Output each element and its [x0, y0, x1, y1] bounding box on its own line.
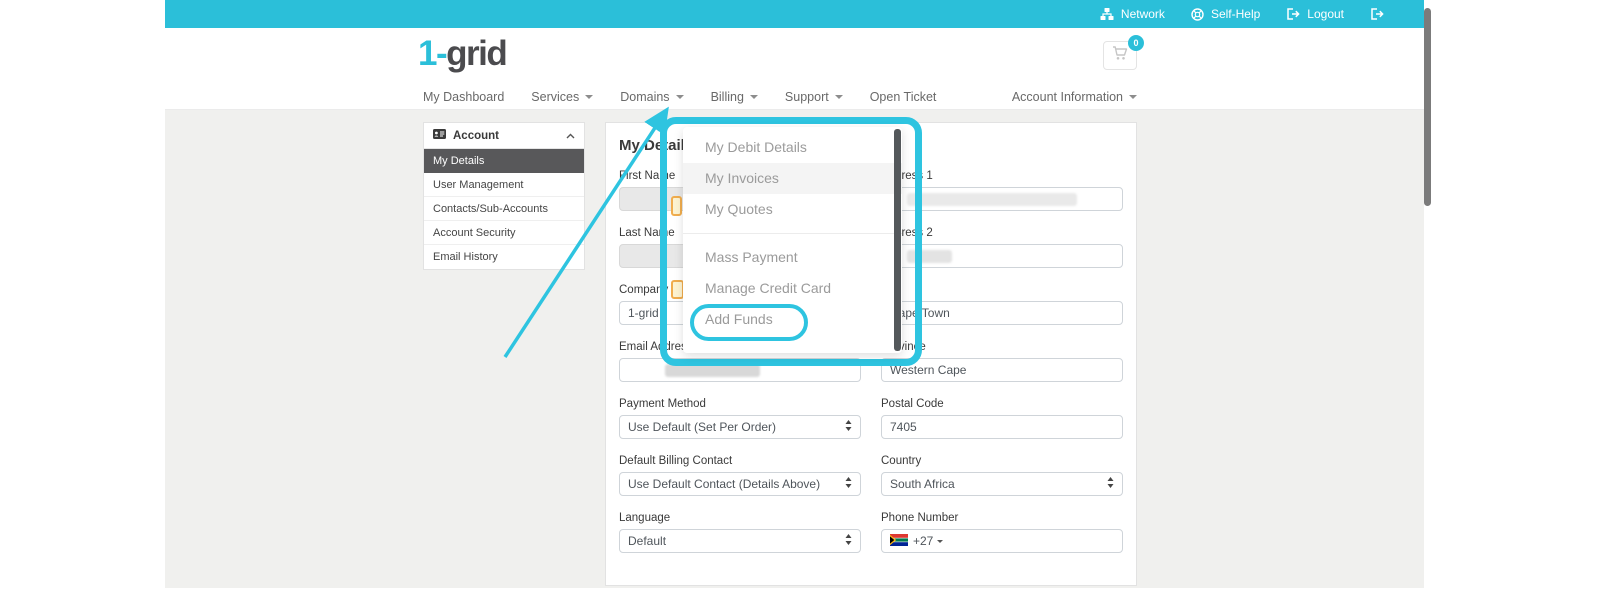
- cart-icon: [1112, 45, 1129, 66]
- country-label: Country: [881, 455, 922, 467]
- logout-icon-button[interactable]: [1370, 8, 1384, 20]
- account-sidebar: Account My Details User Management Conta…: [423, 122, 585, 270]
- nav-account-information[interactable]: Account Information: [1012, 90, 1137, 104]
- network-link[interactable]: Network: [1100, 7, 1165, 21]
- language-label: Language: [619, 512, 671, 524]
- menu-divider: [683, 233, 902, 234]
- life-ring-icon: [1191, 7, 1204, 21]
- network-label: Network: [1120, 7, 1165, 21]
- default-billing-contact-label: Default Billing Contact: [619, 455, 733, 467]
- cart-count-badge: 0: [1128, 35, 1144, 51]
- annotation-arrow: [503, 106, 669, 358]
- nav-open-ticket[interactable]: Open Ticket: [869, 90, 937, 104]
- phone-number-field[interactable]: +27: [881, 529, 1123, 553]
- phone-prefix: +27: [913, 534, 934, 548]
- country-select[interactable]: South Africa: [881, 472, 1123, 496]
- nav-domains[interactable]: Domains: [620, 90, 684, 104]
- sidebar-item-email-history[interactable]: Email History: [433, 251, 498, 263]
- logout-label: Logout: [1307, 7, 1344, 21]
- sidebar-item-contacts-sub-accounts[interactable]: Contacts/Sub-Accounts: [424, 197, 584, 221]
- logo-suffix: grid: [446, 34, 508, 73]
- postal-code-field[interactable]: 7405: [881, 415, 1123, 439]
- updown-arrows-icon: [845, 420, 852, 434]
- logo-prefix: 1-: [418, 34, 448, 73]
- brand-logo[interactable]: 1-grid: [418, 34, 508, 74]
- id-card-icon: [433, 129, 446, 142]
- nav-support[interactable]: Support: [785, 90, 843, 104]
- province-field[interactable]: Western Cape: [881, 358, 1123, 382]
- sign-out-icon: [1370, 8, 1384, 20]
- warning-fragment: [671, 196, 682, 216]
- chevron-up-icon[interactable]: [566, 130, 575, 142]
- payment-method-select[interactable]: Use Default (Set Per Order): [619, 415, 861, 439]
- redacted-value: [665, 364, 760, 377]
- phone-number-label: Phone Number: [881, 512, 959, 524]
- logout-link[interactable]: Logout: [1286, 7, 1344, 21]
- chevron-down-icon: [1129, 95, 1137, 99]
- page-scrollbar[interactable]: [1424, 8, 1431, 206]
- main-nav: My Dashboard Services Domains Billing Su…: [165, 85, 1424, 110]
- updown-arrows-icon: [845, 534, 852, 548]
- updown-arrows-icon: [1107, 477, 1114, 491]
- cart-button[interactable]: 0: [1103, 35, 1144, 70]
- annotation-highlight-box: [660, 117, 922, 366]
- menu-item-add-funds[interactable]: Add Funds: [705, 311, 773, 327]
- chevron-down-icon: [749, 95, 758, 99]
- account-sidebar-header[interactable]: Account: [424, 123, 584, 149]
- header: 1-grid 0: [165, 28, 1424, 85]
- sidebar-item-user-management[interactable]: User Management: [424, 173, 584, 197]
- default-billing-contact-select[interactable]: Use Default Contact (Details Above): [619, 472, 861, 496]
- dropdown-scrollbar[interactable]: [894, 129, 901, 351]
- chevron-down-icon: [834, 95, 843, 99]
- company-label: Company: [619, 284, 669, 296]
- south-africa-flag-icon[interactable]: [890, 533, 908, 549]
- page-title: My Details: [619, 137, 694, 154]
- menu-item-my-invoices[interactable]: My Invoices: [683, 163, 902, 194]
- nav-services[interactable]: Services: [531, 90, 594, 104]
- form-left-column: First Name Last Name Company 1-grid: [619, 154, 861, 553]
- nav-billing[interactable]: Billing: [711, 90, 758, 104]
- network-icon: [1100, 8, 1114, 20]
- chevron-down-icon: [585, 95, 594, 99]
- updown-arrows-icon: [845, 477, 852, 491]
- language-select[interactable]: Default: [619, 529, 861, 553]
- self-help-link[interactable]: Self-Help: [1191, 7, 1260, 21]
- menu-item-mass-payment[interactable]: Mass Payment: [705, 249, 798, 265]
- menu-item-manage-credit-card[interactable]: Manage Credit Card: [705, 280, 832, 296]
- annotation-circle-add-funds: [690, 304, 808, 341]
- menu-item-my-quotes[interactable]: My Quotes: [705, 201, 773, 217]
- redacted-value: [907, 193, 1077, 206]
- chevron-down-icon: [675, 95, 684, 99]
- sidebar-item-my-details[interactable]: My Details: [424, 149, 584, 173]
- postal-code-label: Postal Code: [881, 398, 944, 410]
- menu-item-my-debit-details[interactable]: My Debit Details: [705, 139, 807, 155]
- top-utility-bar: Network Self-Help Logout: [165, 0, 1424, 28]
- sign-out-icon: [1286, 8, 1300, 20]
- sidebar-item-account-security[interactable]: Account Security: [424, 221, 584, 245]
- chevron-down-icon[interactable]: [937, 539, 944, 543]
- nav-my-dashboard[interactable]: My Dashboard: [423, 90, 505, 104]
- self-help-label: Self-Help: [1210, 7, 1261, 21]
- sidebar-title: Account: [453, 129, 499, 142]
- payment-method-label: Payment Method: [619, 398, 706, 410]
